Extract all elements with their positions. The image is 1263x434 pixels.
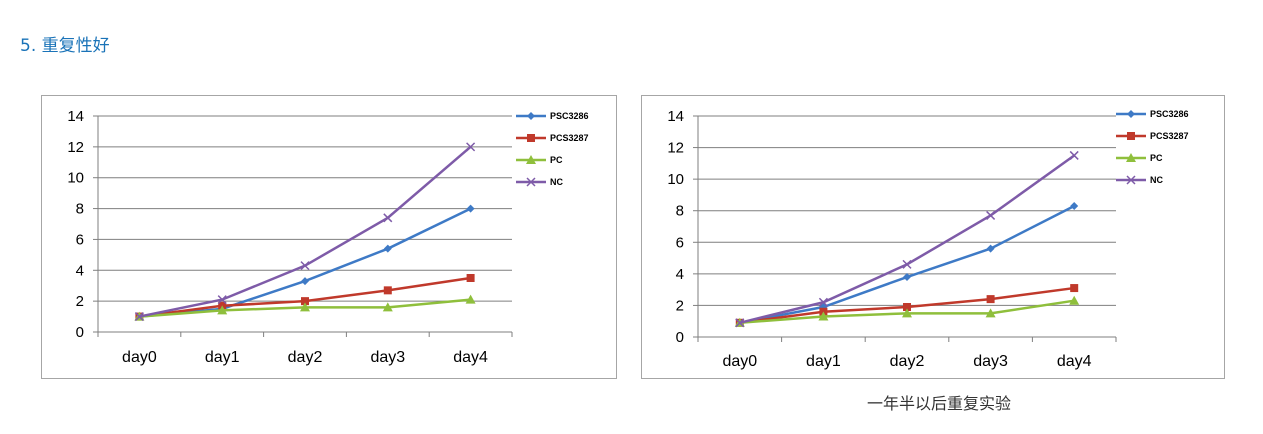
y-tick-label: 6: [76, 231, 84, 248]
chart-panel-original: 0 2 4 6 8 10 12 14 day0 day1 day2 day3 day4 PSC3286 PC…: [41, 95, 617, 379]
section-title: 5. 重复性好: [20, 36, 110, 56]
y-tick-label: 0: [76, 324, 84, 341]
data-point: [735, 318, 745, 328]
series-NC: [735, 150, 1079, 328]
x-category-label: day4: [1057, 353, 1092, 370]
x-category-label: day3: [973, 353, 1008, 370]
data-point: [986, 295, 995, 304]
data-point: [985, 308, 996, 318]
series-line: [739, 154, 1075, 325]
data-point: [217, 295, 227, 305]
legend-marker: [1126, 153, 1136, 162]
data-point: [818, 297, 828, 307]
line-chart-repeat: 0 2 4 6 8 10 12 14 day0 day1 day2 day3 day4 PSC3286 PC…: [667, 108, 1189, 370]
data-point: [986, 210, 996, 220]
data-point: [1069, 150, 1079, 160]
data-point: [1070, 284, 1079, 293]
y-tick-label: 12: [667, 140, 684, 157]
legend-item: PC: [516, 155, 563, 165]
y-tick-label: 4: [676, 266, 684, 283]
x-category-label: day2: [288, 349, 323, 366]
legend-marker: [526, 177, 536, 187]
data-point: [466, 274, 475, 282]
x-category-label: day4: [453, 349, 488, 366]
data-point: [466, 204, 475, 213]
data-point: [466, 142, 476, 152]
data-point: [383, 244, 392, 253]
legend-item: PSC3286: [516, 111, 589, 121]
data-point: [300, 261, 310, 271]
legend-marker: [1127, 110, 1135, 118]
y-tick-label: 2: [676, 297, 684, 314]
chart-caption: 一年半以后重复实验: [867, 394, 1012, 413]
x-category-label: day1: [806, 353, 841, 370]
legend-item: PC: [1116, 153, 1163, 163]
data-point: [382, 302, 393, 312]
chart-panel-repeat: 0 2 4 6 8 10 12 14 day0 day1 day2 day3 day4 PSC3286 PC…: [641, 95, 1225, 379]
x-category-label: day1: [205, 349, 240, 366]
legend-label: PSC3286: [550, 111, 589, 121]
legend-label: PCS3287: [1150, 131, 1189, 141]
x-category-label: day0: [122, 349, 157, 366]
data-point: [301, 277, 309, 286]
y-tick-label: 8: [676, 203, 684, 220]
series-PC: [134, 294, 476, 321]
data-point: [217, 305, 228, 315]
legend-marker: [527, 112, 535, 120]
legend-item: PSC3286: [1116, 109, 1189, 119]
legend-item: NC: [516, 177, 563, 187]
legend-marker: [1126, 175, 1136, 185]
y-tick-label: 14: [67, 108, 84, 125]
y-tick-label: 10: [67, 170, 84, 187]
data-point: [903, 273, 911, 282]
y-tick-label: 4: [76, 262, 84, 279]
legend-item: NC: [1116, 175, 1163, 185]
y-tick-label: 8: [76, 201, 84, 218]
legend-label: PSC3286: [1150, 109, 1189, 119]
data-point: [818, 311, 829, 321]
legend-marker: [526, 155, 536, 164]
legend-item: PCS3287: [1116, 131, 1189, 141]
y-tick-label: 0: [676, 329, 684, 346]
legend-label: PCS3287: [550, 133, 589, 143]
legend-marker: [527, 134, 535, 142]
x-category-label: day3: [370, 349, 405, 366]
y-tick-label: 10: [667, 171, 684, 188]
data-point: [902, 259, 912, 269]
data-point: [986, 244, 995, 253]
line-chart-original: 0 2 4 6 8 10 12 14 day0 day1 day2 day3 day4 PSC3286 PC…: [67, 108, 589, 366]
legend-item: PCS3287: [516, 133, 589, 143]
x-category-label: day0: [722, 353, 757, 370]
y-tick-label: 2: [76, 293, 84, 310]
x-category-label: day2: [890, 353, 925, 370]
data-point: [383, 286, 392, 295]
legend-label: NC: [550, 177, 563, 187]
data-point: [1070, 201, 1079, 210]
legend-label: PC: [550, 155, 563, 165]
legend-label: NC: [1150, 175, 1163, 185]
data-point: [465, 294, 476, 304]
data-point: [903, 303, 911, 312]
y-tick-label: 14: [667, 108, 684, 125]
data-point: [383, 213, 393, 223]
data-point: [1069, 295, 1080, 305]
data-point: [300, 302, 310, 312]
legend-label: PC: [1150, 153, 1163, 163]
data-point: [134, 312, 144, 322]
y-tick-label: 12: [67, 139, 84, 156]
legend-marker: [1127, 132, 1135, 140]
data-point: [902, 308, 912, 318]
series-NC: [134, 142, 476, 322]
y-tick-label: 6: [676, 234, 684, 251]
data-point: [301, 297, 309, 306]
